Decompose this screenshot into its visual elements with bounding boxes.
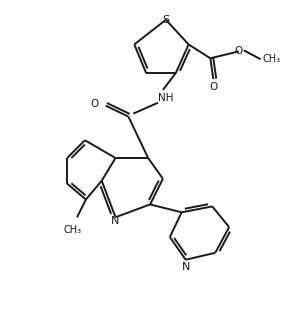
Text: O: O — [91, 99, 99, 109]
Text: S: S — [162, 15, 170, 25]
Text: N: N — [181, 262, 190, 272]
Text: CH₃: CH₃ — [63, 225, 81, 235]
Text: NH: NH — [158, 93, 174, 103]
Text: CH₃: CH₃ — [263, 54, 281, 64]
Text: N: N — [111, 216, 120, 226]
Text: O: O — [209, 82, 218, 92]
Text: O: O — [235, 46, 243, 56]
